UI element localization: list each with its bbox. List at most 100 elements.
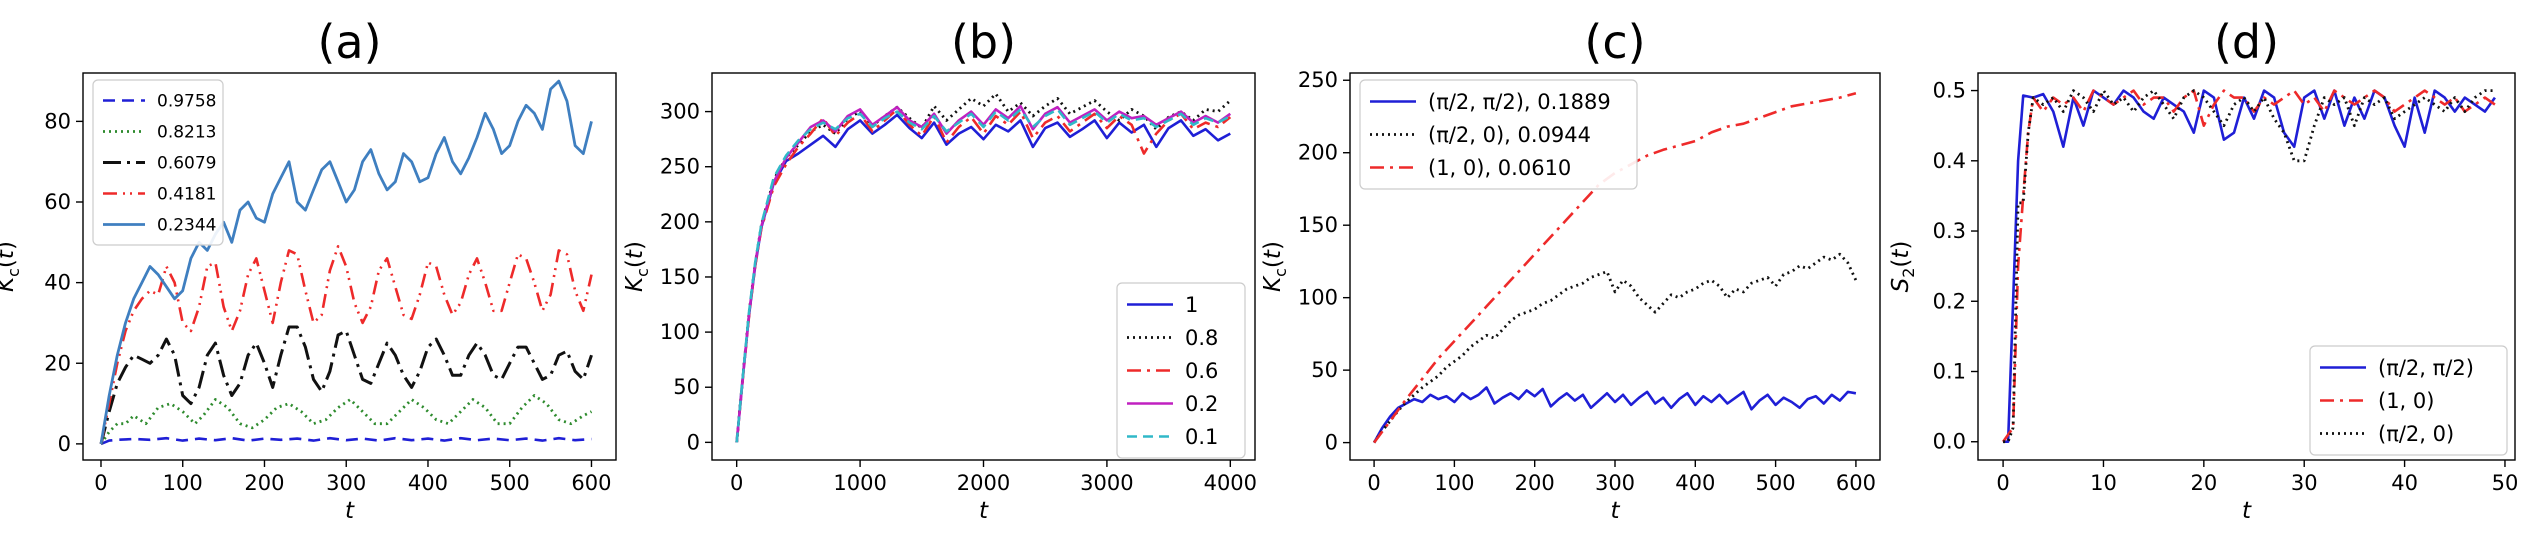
y-tick-label: 0.4 xyxy=(1933,149,1966,173)
panel-b: (b) 0 1000 2000 3000 4000 0 50 100 150 200 250 300 t K… xyxy=(622,15,1257,524)
series-line-3 xyxy=(2003,89,2495,444)
legend-label: 1 xyxy=(1185,293,1198,317)
x-tick-label: 10 xyxy=(2090,471,2117,495)
y-tick-label: 50 xyxy=(1311,358,1338,382)
legend-box xyxy=(1116,282,1246,459)
y-axis-label: Kc(t) xyxy=(0,241,23,292)
y-tick-label: 0.3 xyxy=(1933,219,1966,243)
x-tick-label: 200 xyxy=(1515,471,1555,495)
x-tick-label: 0 xyxy=(1367,471,1380,495)
y-axis-label: Kc(t) xyxy=(1260,241,1290,292)
y-tick-label: 0.0 xyxy=(1933,430,1966,454)
x-tick-label: 2000 xyxy=(957,471,1010,495)
series-line-2 xyxy=(2002,89,2496,443)
panel-a: (a) 0 100 200 300 400 500 600 0 20 40 60 80 t Kc(t) 0.9… xyxy=(0,15,617,524)
series-line-5 xyxy=(99,79,593,445)
x-tick-label: 50 xyxy=(2492,471,2519,495)
legend-box xyxy=(92,79,224,246)
y-tick-label: 0 xyxy=(687,430,700,454)
panel-label: (b) xyxy=(951,15,1016,69)
legend-label: 0.1 xyxy=(1185,425,1218,449)
x-tick-label: 20 xyxy=(2190,471,2217,495)
y-tick-label: 100 xyxy=(1298,286,1338,310)
y-tick-label: 80 xyxy=(44,109,71,133)
x-tick-label: 400 xyxy=(1675,471,1715,495)
x-tick-label: 3000 xyxy=(1080,471,1133,495)
x-tick-label: 100 xyxy=(163,471,203,495)
series-line-2 xyxy=(1372,252,1858,444)
legend: 1 0.8 0.6 0.2 0.1 xyxy=(1116,282,1246,459)
series-line-2 xyxy=(99,394,593,445)
series-line-1 xyxy=(2003,89,2496,444)
y-tick-label: 60 xyxy=(44,190,71,214)
series-group xyxy=(1372,92,1858,444)
x-tick-label: 0 xyxy=(1996,471,2009,495)
series-line-3 xyxy=(99,325,593,445)
x-tick-label: 0 xyxy=(94,471,107,495)
legend: (π/2, π/2), 0.1889 (π/2, 0), 0.0944 (1, 0)… xyxy=(1359,79,1638,190)
y-tick-label: 20 xyxy=(44,351,71,375)
x-tick-label: 200 xyxy=(244,471,284,495)
x-tick-label: 4000 xyxy=(1204,471,1257,495)
series-line-4 xyxy=(735,104,1232,443)
panel-label: (d) xyxy=(2214,15,2279,69)
legend-label: 0.8 xyxy=(1185,326,1218,350)
y-tick-label: 0.2 xyxy=(1933,289,1966,313)
legend-label: (π/2, 0), 0.0944 xyxy=(1428,123,1591,147)
x-tick-label: 100 xyxy=(1434,471,1474,495)
series-line-1 xyxy=(735,113,1231,443)
x-axis-label: t xyxy=(1610,498,1620,524)
y-tick-label: 200 xyxy=(1298,141,1338,165)
legend-label: 0.9758 xyxy=(157,92,216,112)
legend-box xyxy=(1359,79,1638,190)
x-tick-label: 600 xyxy=(571,471,611,495)
legend-label: (1, 0) xyxy=(2378,389,2434,413)
y-tick-label: 250 xyxy=(1298,68,1338,92)
legend-label: (π/2, π/2) xyxy=(2378,356,2474,380)
legend-box xyxy=(2309,345,2508,456)
y-tick-label: 100 xyxy=(660,320,700,344)
legend: 0.9758 0.8213 0.6079 0.4181 0.2344 xyxy=(92,79,224,246)
y-tick-label: 250 xyxy=(660,155,700,179)
y-tick-label: 0.5 xyxy=(1933,79,1966,103)
series-line-1 xyxy=(100,436,592,446)
x-tick-label: 400 xyxy=(408,471,448,495)
y-axis-label: Kc(t) xyxy=(622,241,652,292)
axes-frame xyxy=(1977,72,2516,461)
series-line-1 xyxy=(1372,386,1857,444)
y-tick-label: 50 xyxy=(673,375,700,399)
legend-label: 0.4181 xyxy=(157,185,216,205)
series-group xyxy=(99,79,593,446)
legend-label: (1, 0), 0.0610 xyxy=(1428,156,1571,180)
x-tick-label: 0 xyxy=(730,471,743,495)
y-tick-label: 300 xyxy=(660,100,700,124)
legend-label: 0.6 xyxy=(1185,359,1218,383)
x-axis-label: t xyxy=(2242,498,2252,524)
legend-label: 0.2344 xyxy=(157,216,216,236)
x-tick-label: 600 xyxy=(1836,471,1876,495)
series-line-3 xyxy=(735,108,1232,443)
legend-label: 0.8213 xyxy=(157,123,216,143)
x-tick-label: 1000 xyxy=(833,471,886,495)
legend: (π/2, π/2) (1, 0) (π/2, 0) xyxy=(2309,345,2508,456)
x-axis-label: t xyxy=(345,498,355,524)
y-tick-label: 150 xyxy=(1298,213,1338,237)
series-group xyxy=(735,92,1232,443)
y-tick-label: 200 xyxy=(660,210,700,234)
legend-label: (π/2, π/2), 0.1889 xyxy=(1428,90,1611,114)
x-tick-label: 500 xyxy=(1756,471,1796,495)
panel-label: (c) xyxy=(1584,15,1645,69)
x-tick-label: 30 xyxy=(2291,471,2318,495)
y-axis-label: S2(t) xyxy=(1888,241,1918,293)
panel-d: (d) 0 10 20 30 40 50 0.0 0.1 0.2 0.3 0.4 0.5 t S2(t) (π… xyxy=(1888,15,2518,524)
axes-frame xyxy=(82,72,617,461)
y-tick-label: 150 xyxy=(660,265,700,289)
x-tick-label: 300 xyxy=(326,471,366,495)
series-line-3 xyxy=(1373,92,1857,444)
panel-c: (c) 0 100 200 300 400 500 600 0 50 100 150 200 250 t Kc… xyxy=(1260,15,1881,524)
y-tick-label: 0 xyxy=(1325,431,1338,455)
legend-label: 0.6079 xyxy=(157,154,216,174)
series-line-5 xyxy=(735,108,1231,443)
x-axis-label: t xyxy=(979,498,989,524)
